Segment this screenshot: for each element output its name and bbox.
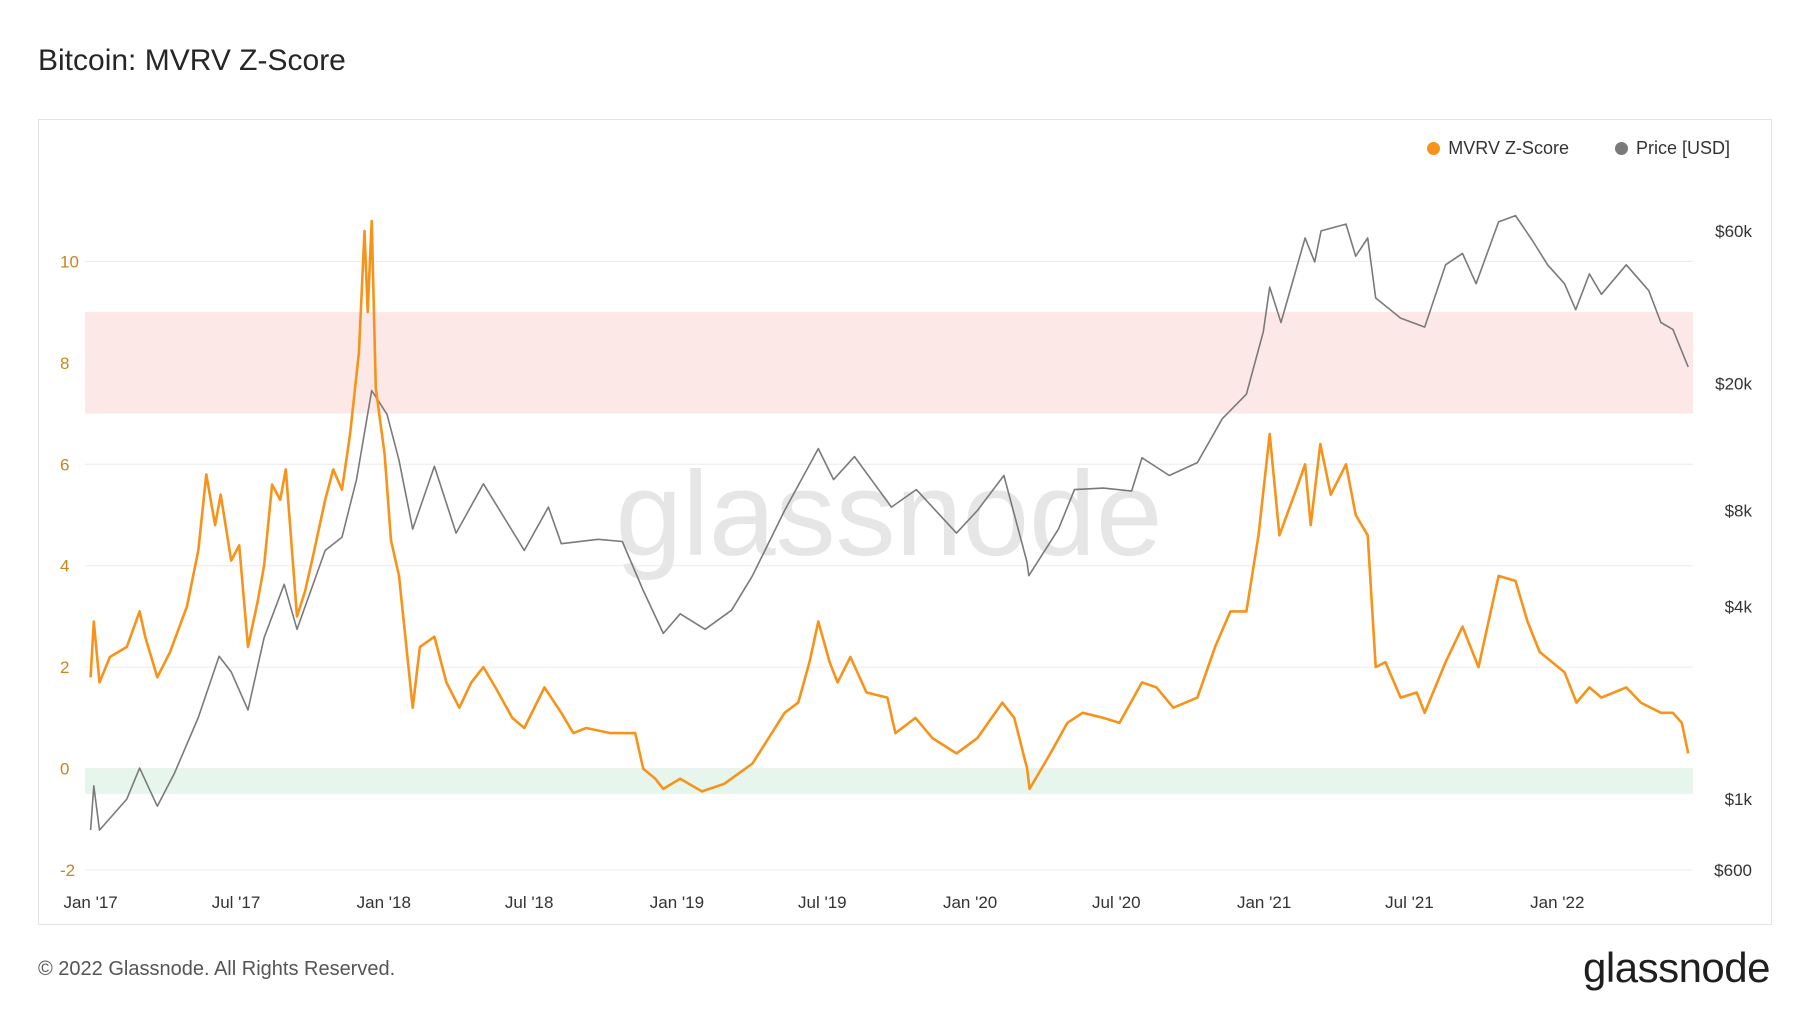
legend-label-price: Price [USD] bbox=[1635, 138, 1730, 158]
y-tick-label-right: $20k bbox=[1715, 374, 1752, 393]
y-tick-label-right: $4k bbox=[1725, 598, 1753, 617]
y-tick-label-left: 2 bbox=[60, 658, 69, 677]
legend-label-mvrv: MVRV Z-Score bbox=[1448, 138, 1569, 158]
y-tick-label-right: $600 bbox=[1714, 861, 1752, 880]
glassnode-logo: glassnode bbox=[1583, 944, 1770, 991]
x-tick-label: Jul '17 bbox=[212, 893, 261, 912]
x-tick-label: Jul '21 bbox=[1385, 893, 1434, 912]
legend-dot-price bbox=[1614, 142, 1628, 155]
overvalued-band bbox=[85, 312, 1693, 414]
series-line-mvrv bbox=[89, 219, 1690, 793]
y-tick-label-left: 0 bbox=[60, 760, 69, 779]
series-line-price bbox=[89, 214, 1689, 831]
undervalued-band bbox=[85, 768, 1693, 794]
y-tick-label-left: 6 bbox=[60, 455, 69, 474]
y-tick-label-left: 8 bbox=[60, 354, 69, 373]
chart-frame bbox=[38, 119, 1772, 925]
y-tick-label-left: -2 bbox=[60, 861, 75, 880]
x-tick-label: Jan '18 bbox=[357, 893, 411, 912]
y-tick-label-left: 4 bbox=[60, 557, 69, 576]
x-tick-label: Jan '17 bbox=[63, 893, 117, 912]
x-tick-label: Jan '22 bbox=[1530, 893, 1584, 912]
page-title: Bitcoin: MVRV Z-Score bbox=[38, 44, 346, 77]
x-tick-label: Jul '20 bbox=[1092, 893, 1141, 912]
y-tick-label-right: $60k bbox=[1715, 222, 1752, 241]
y-tick-label-right: $1k bbox=[1725, 790, 1753, 809]
x-tick-label: Jan '20 bbox=[943, 893, 997, 912]
x-tick-label: Jan '19 bbox=[650, 893, 704, 912]
watermark-text: glassnode bbox=[615, 447, 1162, 581]
copyright-text: © 2022 Glassnode. All Rights Reserved. bbox=[38, 958, 396, 980]
x-tick-label: Jan '21 bbox=[1237, 893, 1291, 912]
x-tick-label: Jul '18 bbox=[505, 893, 554, 912]
y-tick-label-right: $8k bbox=[1725, 502, 1753, 521]
legend-dot-mvrv bbox=[1427, 142, 1441, 155]
x-tick-label: Jul '19 bbox=[798, 893, 847, 912]
legend-item-price[interactable]: Price [USD] bbox=[1614, 138, 1730, 159]
legend-item-mvrv[interactable]: MVRV Z-Score bbox=[1427, 138, 1569, 159]
legend: MVRV Z-Score Price [USD] bbox=[1427, 138, 1730, 159]
y-tick-label-left: 10 bbox=[60, 252, 79, 271]
